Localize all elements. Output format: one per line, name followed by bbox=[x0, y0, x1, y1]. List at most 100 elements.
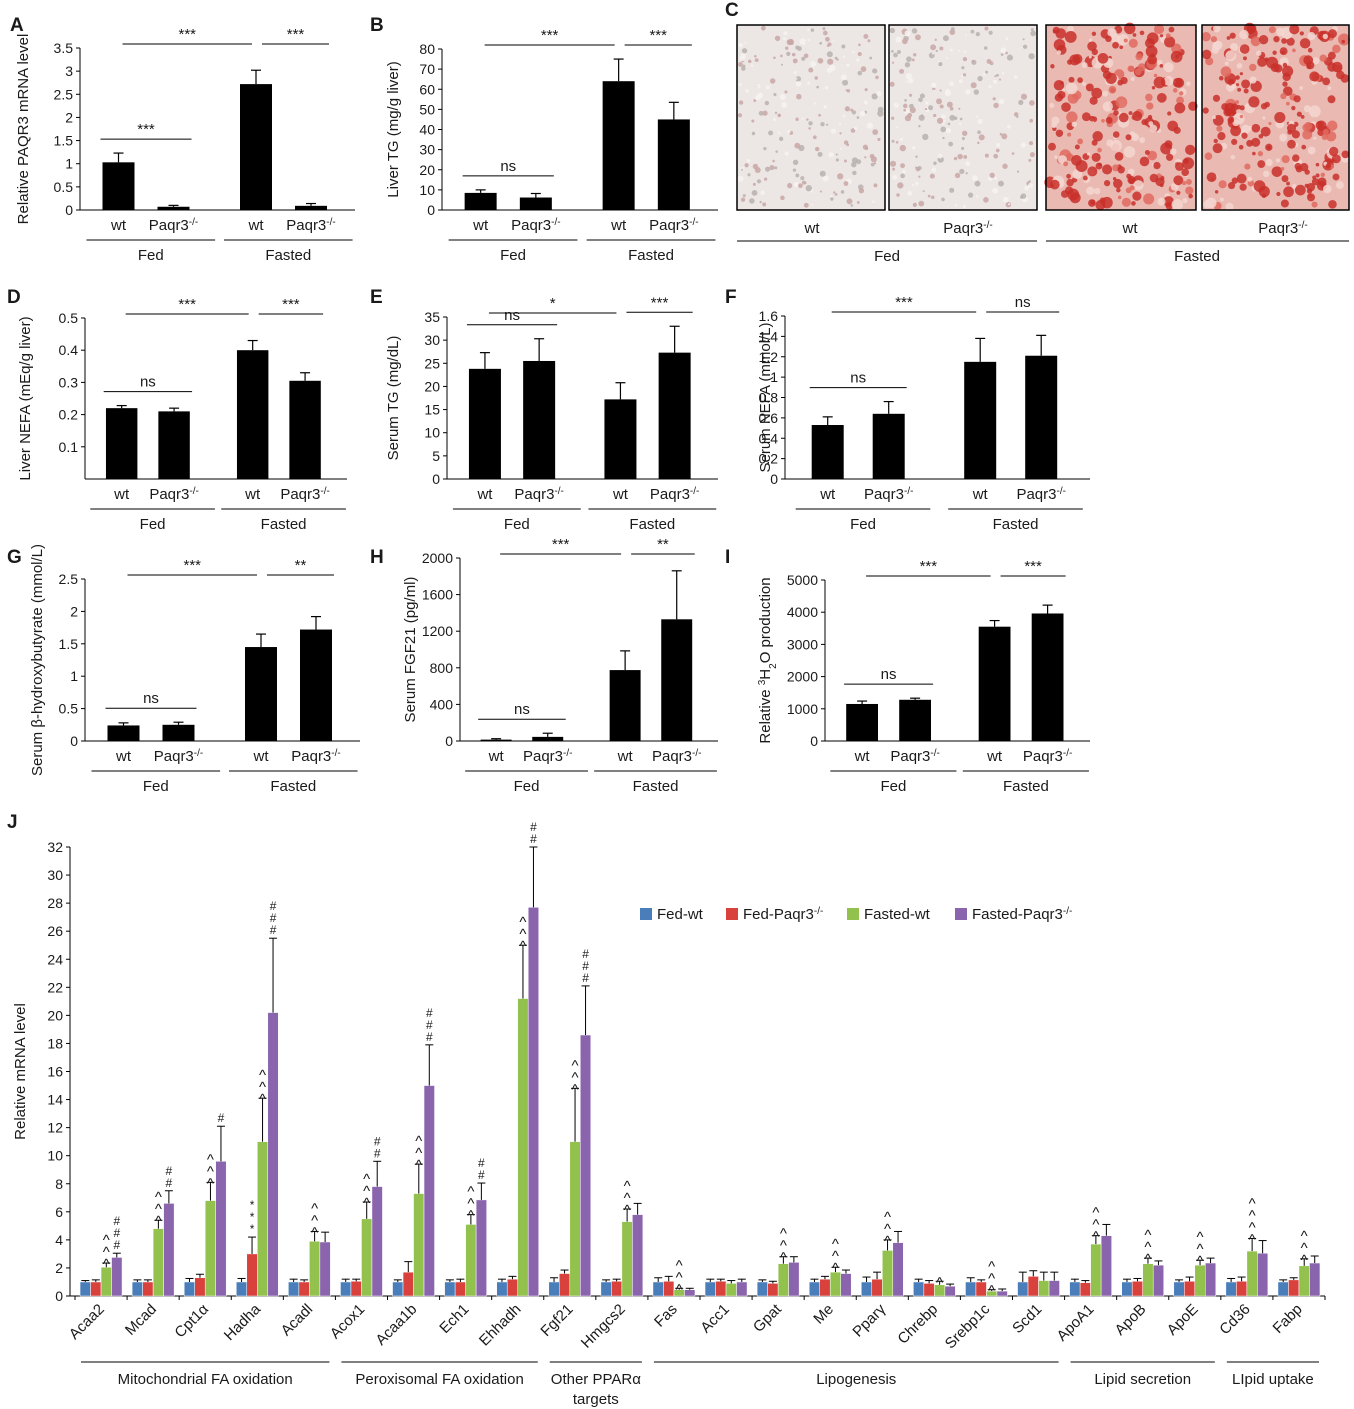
bar bbox=[475, 1199, 487, 1297]
significance-marker: ^ ^ ^ bbox=[572, 1057, 579, 1098]
group-label: Lipogenesis bbox=[816, 1371, 896, 1388]
tissue-speck bbox=[1092, 131, 1103, 142]
tissue-speck bbox=[1204, 152, 1213, 160]
marker-char: * bbox=[250, 1198, 255, 1212]
group-label: Fasted bbox=[261, 516, 307, 533]
tissue-speck bbox=[738, 82, 742, 87]
bar bbox=[944, 1285, 956, 1297]
y-tick-label: 32 bbox=[47, 839, 63, 855]
y-tick-label: 0 bbox=[65, 202, 73, 218]
tissue-speck bbox=[1030, 28, 1034, 32]
tissue-speck bbox=[1272, 50, 1277, 55]
tissue-speck bbox=[1091, 152, 1101, 162]
tissue-speck bbox=[1313, 136, 1317, 140]
tissue-speck bbox=[1091, 31, 1097, 36]
tissue-speck bbox=[1165, 153, 1174, 161]
tissue-speck bbox=[792, 168, 797, 172]
significance-label: *** bbox=[178, 296, 196, 313]
tissue-speck bbox=[1304, 183, 1309, 188]
tissue-speck bbox=[971, 60, 974, 63]
bar bbox=[111, 1257, 123, 1297]
marker-char: ^ bbox=[1249, 1207, 1256, 1224]
tissue-speck bbox=[1139, 156, 1150, 167]
tissue-speck bbox=[1239, 114, 1244, 119]
marker-char: ^ bbox=[207, 1175, 214, 1192]
y-tick-label: 0.4 bbox=[59, 342, 79, 358]
bar bbox=[183, 1281, 195, 1297]
tissue-speck bbox=[809, 60, 817, 68]
x-tick-label: Paqr3-/- bbox=[286, 217, 335, 235]
panel-letter: G bbox=[7, 547, 22, 568]
tissue-speck bbox=[999, 132, 1003, 136]
bar bbox=[162, 724, 195, 741]
bar bbox=[882, 1250, 894, 1297]
tissue-speck bbox=[860, 66, 867, 72]
tissue-speck bbox=[1170, 148, 1177, 155]
tissue-speck bbox=[1186, 178, 1192, 185]
image-label: wt bbox=[1122, 220, 1139, 237]
tissue-speck bbox=[1145, 45, 1158, 58]
tissue-speck bbox=[1308, 105, 1321, 118]
genotype-base: Paqr3 bbox=[511, 217, 551, 234]
tissue-speck bbox=[1002, 196, 1009, 203]
bar bbox=[267, 1012, 279, 1297]
bar bbox=[725, 1283, 737, 1297]
significance-label: *** bbox=[1024, 558, 1042, 575]
bar bbox=[1246, 1250, 1258, 1297]
marker-char: # bbox=[478, 1168, 485, 1182]
tissue-speck bbox=[813, 135, 817, 140]
tissue-speck bbox=[1241, 132, 1248, 139]
significance-label: *** bbox=[287, 26, 305, 43]
y-tick-label: 20 bbox=[47, 1007, 63, 1023]
significance-label: ** bbox=[657, 536, 669, 553]
tissue-speck bbox=[1260, 126, 1271, 137]
y-tick-label: 0 bbox=[55, 1288, 63, 1304]
tissue-speck bbox=[902, 170, 906, 174]
y-axis-label: Serum β-hydroxybutyrate (mmol/L) bbox=[29, 544, 46, 776]
y-label-part: Relative bbox=[757, 685, 774, 743]
tissue-speck bbox=[745, 89, 750, 93]
y-tick-label: 3000 bbox=[787, 636, 818, 652]
tissue-speck bbox=[1335, 181, 1344, 190]
genotype-base: Paqr3 bbox=[1258, 220, 1298, 237]
tissue-speck bbox=[814, 146, 820, 152]
tissue-speck bbox=[975, 115, 979, 118]
tissue-speck bbox=[903, 108, 907, 112]
y-tick-label: 1 bbox=[65, 156, 73, 172]
tissue-speck bbox=[772, 118, 777, 122]
tissue-speck bbox=[906, 80, 909, 83]
significance-label: ns bbox=[850, 370, 866, 387]
image-frame bbox=[736, 24, 886, 211]
group-label: Fasted bbox=[1003, 778, 1049, 795]
marker-char: ^ bbox=[884, 1221, 891, 1238]
tissue-speck bbox=[862, 144, 868, 150]
tissue-speck bbox=[995, 148, 1000, 153]
tissue-speck bbox=[1251, 137, 1261, 147]
tissue-speck bbox=[1312, 175, 1317, 180]
significance-label: *** bbox=[920, 558, 938, 575]
tissue-speck bbox=[1286, 37, 1295, 46]
x-tick-label: Paqr3-/- bbox=[1016, 486, 1065, 504]
tissue-speck bbox=[1230, 83, 1237, 90]
tissue-speck bbox=[992, 187, 999, 194]
marker-char: ^ bbox=[467, 1184, 474, 1201]
tissue-speck bbox=[1099, 197, 1106, 204]
tissue-speck bbox=[1239, 72, 1244, 76]
tissue-speck bbox=[795, 76, 802, 82]
tissue-speck bbox=[864, 156, 867, 159]
tissue-speck bbox=[744, 41, 747, 44]
x-tick-label: Gpat bbox=[750, 1300, 786, 1336]
bar bbox=[454, 1281, 466, 1297]
bar bbox=[295, 205, 327, 210]
y-axis-label: Serum TG (mg/dL) bbox=[385, 336, 402, 461]
y-tick-label: 0.5 bbox=[54, 179, 74, 195]
tissue-speck bbox=[1220, 66, 1232, 77]
tissue-speck bbox=[1311, 178, 1320, 186]
tissue-speck bbox=[1163, 75, 1174, 86]
group-label: Fasted bbox=[1174, 248, 1220, 265]
tissue-speck bbox=[1165, 202, 1174, 210]
group-label: Peroxisomal FA oxidation bbox=[355, 1371, 523, 1388]
tissue-speck bbox=[949, 187, 955, 193]
tissue-speck bbox=[949, 114, 956, 121]
tissue-speck bbox=[1273, 36, 1280, 43]
